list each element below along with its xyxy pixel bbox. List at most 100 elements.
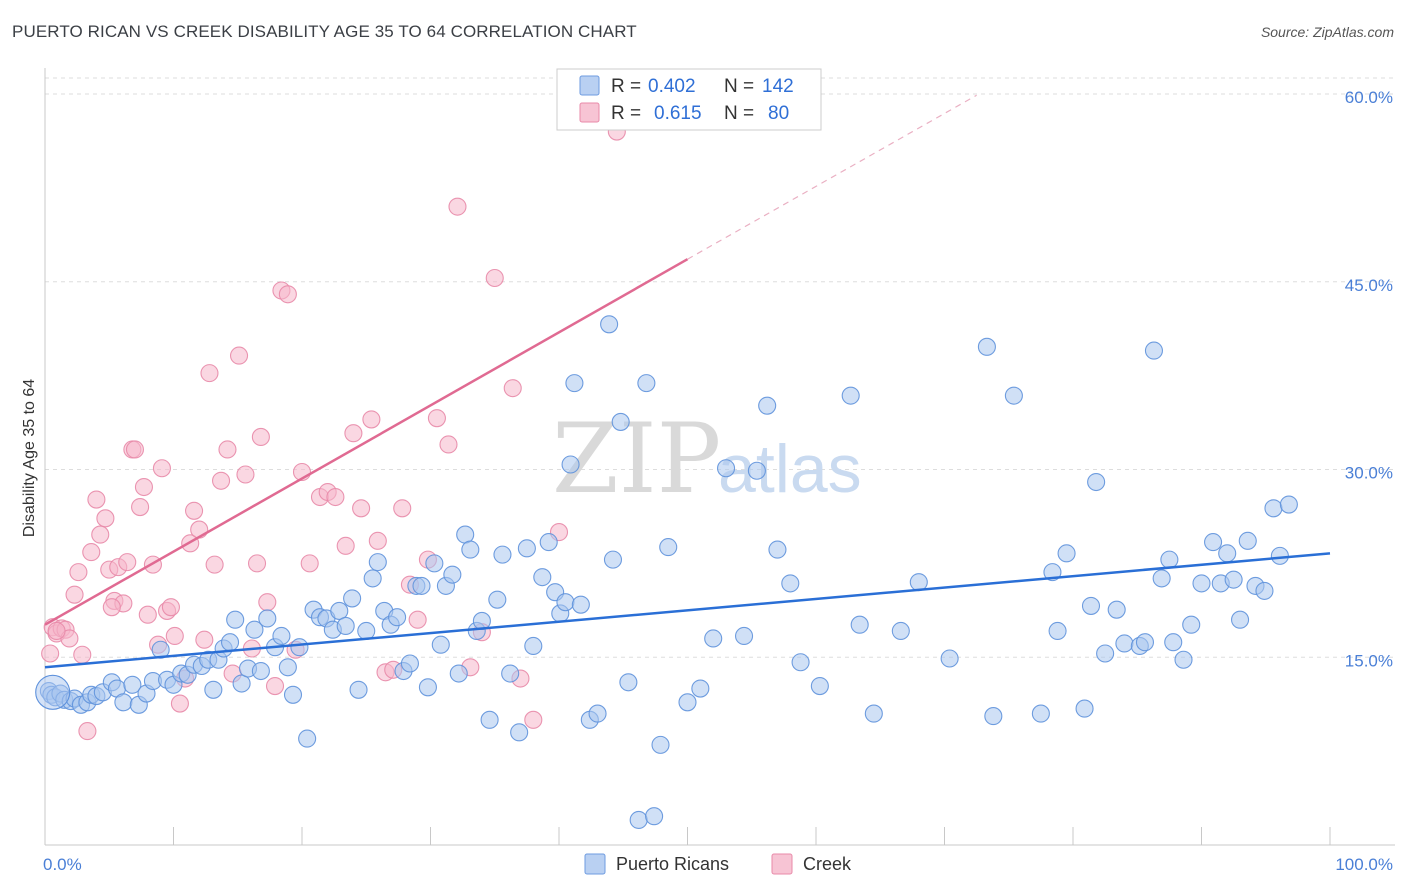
point-puerto-ricans-75	[510, 723, 529, 742]
point-creek-35	[195, 630, 214, 649]
point-puerto-ricans-51	[357, 621, 376, 641]
point-creek-73	[503, 379, 522, 398]
point-puerto-ricans-71	[480, 710, 499, 729]
point-puerto-ricans-95	[651, 735, 670, 754]
point-creek-11	[87, 490, 106, 509]
point-creek-34	[190, 520, 209, 539]
point-puerto-ricans-139	[1224, 570, 1243, 589]
point-puerto-ricans-30	[220, 633, 240, 652]
point-puerto-ricans-123	[1087, 472, 1106, 492]
points-layer	[35, 122, 1298, 830]
point-puerto-ricans-34	[245, 620, 264, 639]
point-puerto-ricans-32	[232, 674, 251, 693]
point-creek-41	[229, 346, 249, 365]
point-creek-26	[152, 459, 171, 478]
point-puerto-ricans-110	[864, 704, 883, 723]
legend-n-value-2: 80	[768, 103, 789, 124]
point-puerto-ricans-126	[1115, 634, 1134, 653]
point-puerto-ricans-100	[716, 459, 736, 478]
point-puerto-ricans-146	[1279, 495, 1298, 514]
point-puerto-ricans-42	[298, 729, 317, 748]
grid-layer	[45, 77, 1395, 658]
point-puerto-ricans-97	[678, 693, 697, 712]
point-puerto-ricans-49	[343, 589, 362, 608]
point-puerto-ricans-134	[1182, 615, 1201, 634]
trend-line-creek	[44, 258, 689, 626]
point-puerto-ricans-53	[368, 553, 387, 572]
point-creek-55	[326, 487, 345, 507]
watermark-zip: ZIP	[552, 403, 721, 515]
point-puerto-ricans-102	[747, 461, 766, 480]
point-puerto-ricans-35	[251, 661, 270, 681]
point-puerto-ricans-38	[272, 626, 291, 646]
point-puerto-ricans-77	[524, 636, 543, 656]
point-creek-23	[138, 605, 157, 624]
point-puerto-ricans-129	[1144, 341, 1164, 360]
legend-box	[556, 68, 822, 131]
y-tick-label-30: 30.0%	[1345, 464, 1393, 483]
point-creek-49	[278, 285, 297, 304]
legend-swatch-blue	[579, 75, 600, 96]
point-puerto-ricans-74	[501, 664, 520, 683]
point-puerto-ricans-116	[1004, 386, 1023, 405]
point-creek-56	[336, 536, 355, 555]
point-creek-45	[251, 427, 270, 447]
point-creek-58	[352, 499, 371, 518]
point-puerto-ricans-107	[810, 676, 829, 696]
point-creek-30	[170, 694, 189, 713]
trend-layer	[44, 94, 1331, 669]
point-puerto-ricans-113	[940, 649, 959, 668]
point-puerto-ricans-105	[781, 574, 800, 593]
point-puerto-ricans-135	[1192, 574, 1211, 593]
point-puerto-ricans-128	[1135, 633, 1155, 652]
point-puerto-ricans-68	[461, 540, 480, 559]
point-creek-79	[47, 621, 66, 641]
point-puerto-ricans-121	[1075, 699, 1094, 718]
point-puerto-ricans-72	[488, 590, 507, 609]
series-legend-label-creek: Creek	[803, 854, 852, 874]
point-puerto-ricans-91	[619, 673, 638, 692]
point-creek-47	[265, 676, 285, 696]
trend-line-puerto-ricans	[44, 552, 1331, 669]
point-puerto-ricans-103	[758, 396, 777, 415]
point-creek-59	[362, 410, 381, 429]
point-creek-28	[161, 598, 180, 617]
point-puerto-ricans-119	[1048, 621, 1067, 641]
point-creek-78	[102, 598, 121, 617]
point-puerto-ricans-144	[1264, 499, 1283, 518]
point-creek-7	[69, 563, 88, 582]
axis-layer: 15.0% 30.0% 45.0% 60.0% 0.0% 100.0%	[43, 68, 1395, 874]
point-puerto-ricans-79	[539, 533, 558, 552]
source-label: Source: ZipAtlas.com	[1260, 24, 1394, 40]
point-creek-44	[247, 554, 267, 573]
point-puerto-ricans-89	[603, 550, 623, 569]
point-puerto-ricans-92	[629, 810, 648, 830]
point-puerto-ricans-104	[768, 540, 787, 559]
point-creek-68	[439, 435, 458, 454]
point-puerto-ricans-78	[533, 568, 552, 587]
point-puerto-ricans-63	[431, 635, 450, 654]
point-puerto-ricans-56	[388, 608, 407, 627]
point-creek-52	[300, 554, 319, 573]
point-puerto-ricans-96	[659, 538, 678, 557]
point-puerto-ricans-85	[571, 595, 590, 614]
legend-r-label-1: R =	[611, 76, 641, 97]
point-puerto-ricans-120	[1057, 544, 1076, 563]
point-creek-29	[165, 626, 184, 646]
point-puerto-ricans-50	[349, 680, 368, 699]
point-creek-8	[73, 645, 92, 664]
y-tick-label-15: 15.0%	[1345, 651, 1393, 670]
point-puerto-ricans-101	[734, 626, 754, 646]
point-puerto-ricans-41	[290, 638, 309, 657]
point-puerto-ricans-31	[226, 610, 245, 629]
point-creek-22	[134, 477, 153, 497]
point-creek-69	[448, 197, 467, 216]
point-puerto-ricans-98	[691, 679, 710, 698]
point-creek-18	[118, 553, 137, 572]
point-creek-13	[96, 509, 115, 528]
point-creek-21	[131, 497, 150, 517]
point-puerto-ricans-136	[1204, 533, 1223, 552]
point-puerto-ricans-48	[336, 616, 355, 636]
point-puerto-ricans-122	[1081, 596, 1101, 615]
